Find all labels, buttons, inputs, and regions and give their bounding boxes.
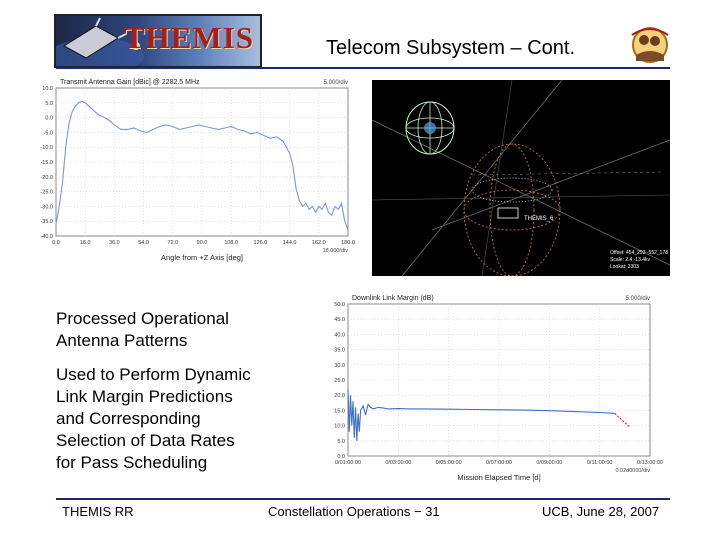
x-tick-label: 0/05:00:00 bbox=[436, 460, 462, 466]
x-div-label: 18.000/div bbox=[323, 248, 349, 254]
y-tick-label: 35.0 bbox=[334, 348, 345, 354]
x-tick-label: 0/07:00:00 bbox=[486, 460, 512, 466]
y-tick-label: 10.0 bbox=[42, 86, 53, 92]
orbit-scene bbox=[372, 80, 670, 276]
y-tick-label: -40.0 bbox=[40, 234, 53, 240]
satellite-graphic bbox=[56, 17, 144, 66]
x-tick-label: 90.0 bbox=[197, 240, 208, 246]
y-tick-label: -25.0 bbox=[40, 190, 53, 196]
antenna-gain-chart: Transmit Antenna Gain [dBic] @ 2282.5 MH… bbox=[38, 76, 360, 276]
y-tick-label: 0.0 bbox=[337, 454, 345, 460]
footer-left: THEMIS RR bbox=[62, 504, 134, 519]
view-readout: Offset: 454_293 -552_178 Scale: 2.4 -13.… bbox=[610, 250, 668, 271]
y-tick-label: 50.0 bbox=[334, 302, 345, 308]
themis-logo: THEMIS bbox=[54, 14, 262, 68]
logo-wordmark: THEMIS bbox=[123, 20, 254, 55]
x-tick-label: 0/11:00:00 bbox=[587, 460, 613, 466]
x-tick-label: 72.0 bbox=[167, 240, 178, 246]
series-line bbox=[55, 100, 349, 231]
link-margin-chart: Downlink Link Margin (dB) 5.000/div 50.0 45… bbox=[322, 292, 670, 490]
description-line: Link Margin Predictions bbox=[56, 387, 233, 406]
page-title: Telecom Subsystem – Cont. bbox=[326, 37, 575, 59]
x-tick-label: 162.0 bbox=[312, 240, 326, 246]
chart-div-label: 5.000/div bbox=[324, 80, 348, 86]
x-tick-label: 144.0 bbox=[283, 240, 297, 246]
x-tick-label: 0/01:00:00 bbox=[335, 460, 361, 466]
y-tick-label: 30.0 bbox=[334, 363, 345, 369]
antenna-patterns-heading: Processed Operational Antenna Patterns bbox=[56, 308, 229, 352]
y-tick-label: -30.0 bbox=[40, 204, 53, 210]
heading-line-1: Processed Operational bbox=[56, 309, 229, 328]
readout-scale: Scale: 2.4 -13.4kv bbox=[610, 257, 651, 263]
x-tick-label: 0.0 bbox=[52, 240, 60, 246]
description-line: Selection of Data Rates bbox=[56, 431, 235, 450]
x-axis-label: Angle from +Z Axis [deg] bbox=[161, 253, 243, 262]
y-tick-label: 20.0 bbox=[334, 393, 345, 399]
x-axis-label: Mission Elapsed Time [d] bbox=[457, 473, 540, 482]
y-tick-label: -35.0 bbox=[40, 219, 53, 225]
description-line: and Corresponding bbox=[56, 409, 201, 428]
heading-line-2: Antenna Patterns bbox=[56, 331, 188, 350]
y-tick-label: 25.0 bbox=[334, 378, 345, 384]
x-tick-label: 108.0 bbox=[224, 240, 238, 246]
y-tick-label: 45.0 bbox=[334, 317, 345, 323]
y-tick-label: 0.0 bbox=[45, 116, 53, 122]
footer-center: Constellation Operations − 31 bbox=[268, 504, 440, 519]
y-tick-label: 5.0 bbox=[337, 439, 345, 445]
y-tick-label: -10.0 bbox=[40, 145, 53, 151]
header-rule bbox=[56, 67, 670, 69]
x-tick-label: 0/13:00:00 bbox=[637, 460, 663, 466]
series-line bbox=[347, 389, 615, 441]
probe-label: THEMIS_6 bbox=[524, 216, 554, 222]
usage-description: Used to Perform Dynamic Link Margin Pred… bbox=[56, 364, 251, 474]
chart-div-label: 5.000/div bbox=[626, 296, 650, 302]
y-tick-label: 15.0 bbox=[334, 408, 345, 414]
y-tick-label: -15.0 bbox=[40, 160, 53, 166]
y-tick-label: -20.0 bbox=[40, 175, 53, 181]
x-tick-label: 54.0 bbox=[138, 240, 149, 246]
footer-right: UCB, June 28, 2007 bbox=[542, 504, 660, 519]
description-line: Used to Perform Dynamic bbox=[56, 365, 251, 384]
x-div-label: 0.02d0000/div bbox=[615, 468, 650, 474]
themis-badge-icon bbox=[631, 27, 669, 63]
x-tick-label: 0/03:00:00 bbox=[385, 460, 411, 466]
y-tick-label: 10.0 bbox=[334, 424, 345, 430]
y-tick-label: 40.0 bbox=[334, 332, 345, 338]
chart-title: Transmit Antenna Gain [dBic] @ 2282.5 MH… bbox=[60, 79, 200, 86]
description-line: for Pass Scheduling bbox=[56, 453, 208, 472]
x-tick-label: 36.0 bbox=[109, 240, 120, 246]
y-tick-label: 5.0 bbox=[45, 101, 53, 107]
readout-lookat: Lookat: 3303 bbox=[610, 264, 639, 270]
footer-rule bbox=[56, 498, 670, 500]
x-tick-label: 18.0 bbox=[80, 240, 91, 246]
x-tick-label: 180.0 bbox=[341, 240, 355, 246]
y-tick-label: -5.0 bbox=[44, 130, 53, 136]
plot-area bbox=[55, 87, 349, 237]
orbit-visualization: THEMIS_6 Offset: 454_293 -552_178 Scale:… bbox=[372, 80, 670, 276]
chart-title: Downlink Link Margin (dB) bbox=[352, 295, 434, 302]
x-tick-label: 0/09:00:00 bbox=[536, 460, 562, 466]
readout-offset: Offset: 454_293 -552_178 bbox=[610, 250, 669, 256]
x-tick-label: 126.0 bbox=[254, 240, 268, 246]
